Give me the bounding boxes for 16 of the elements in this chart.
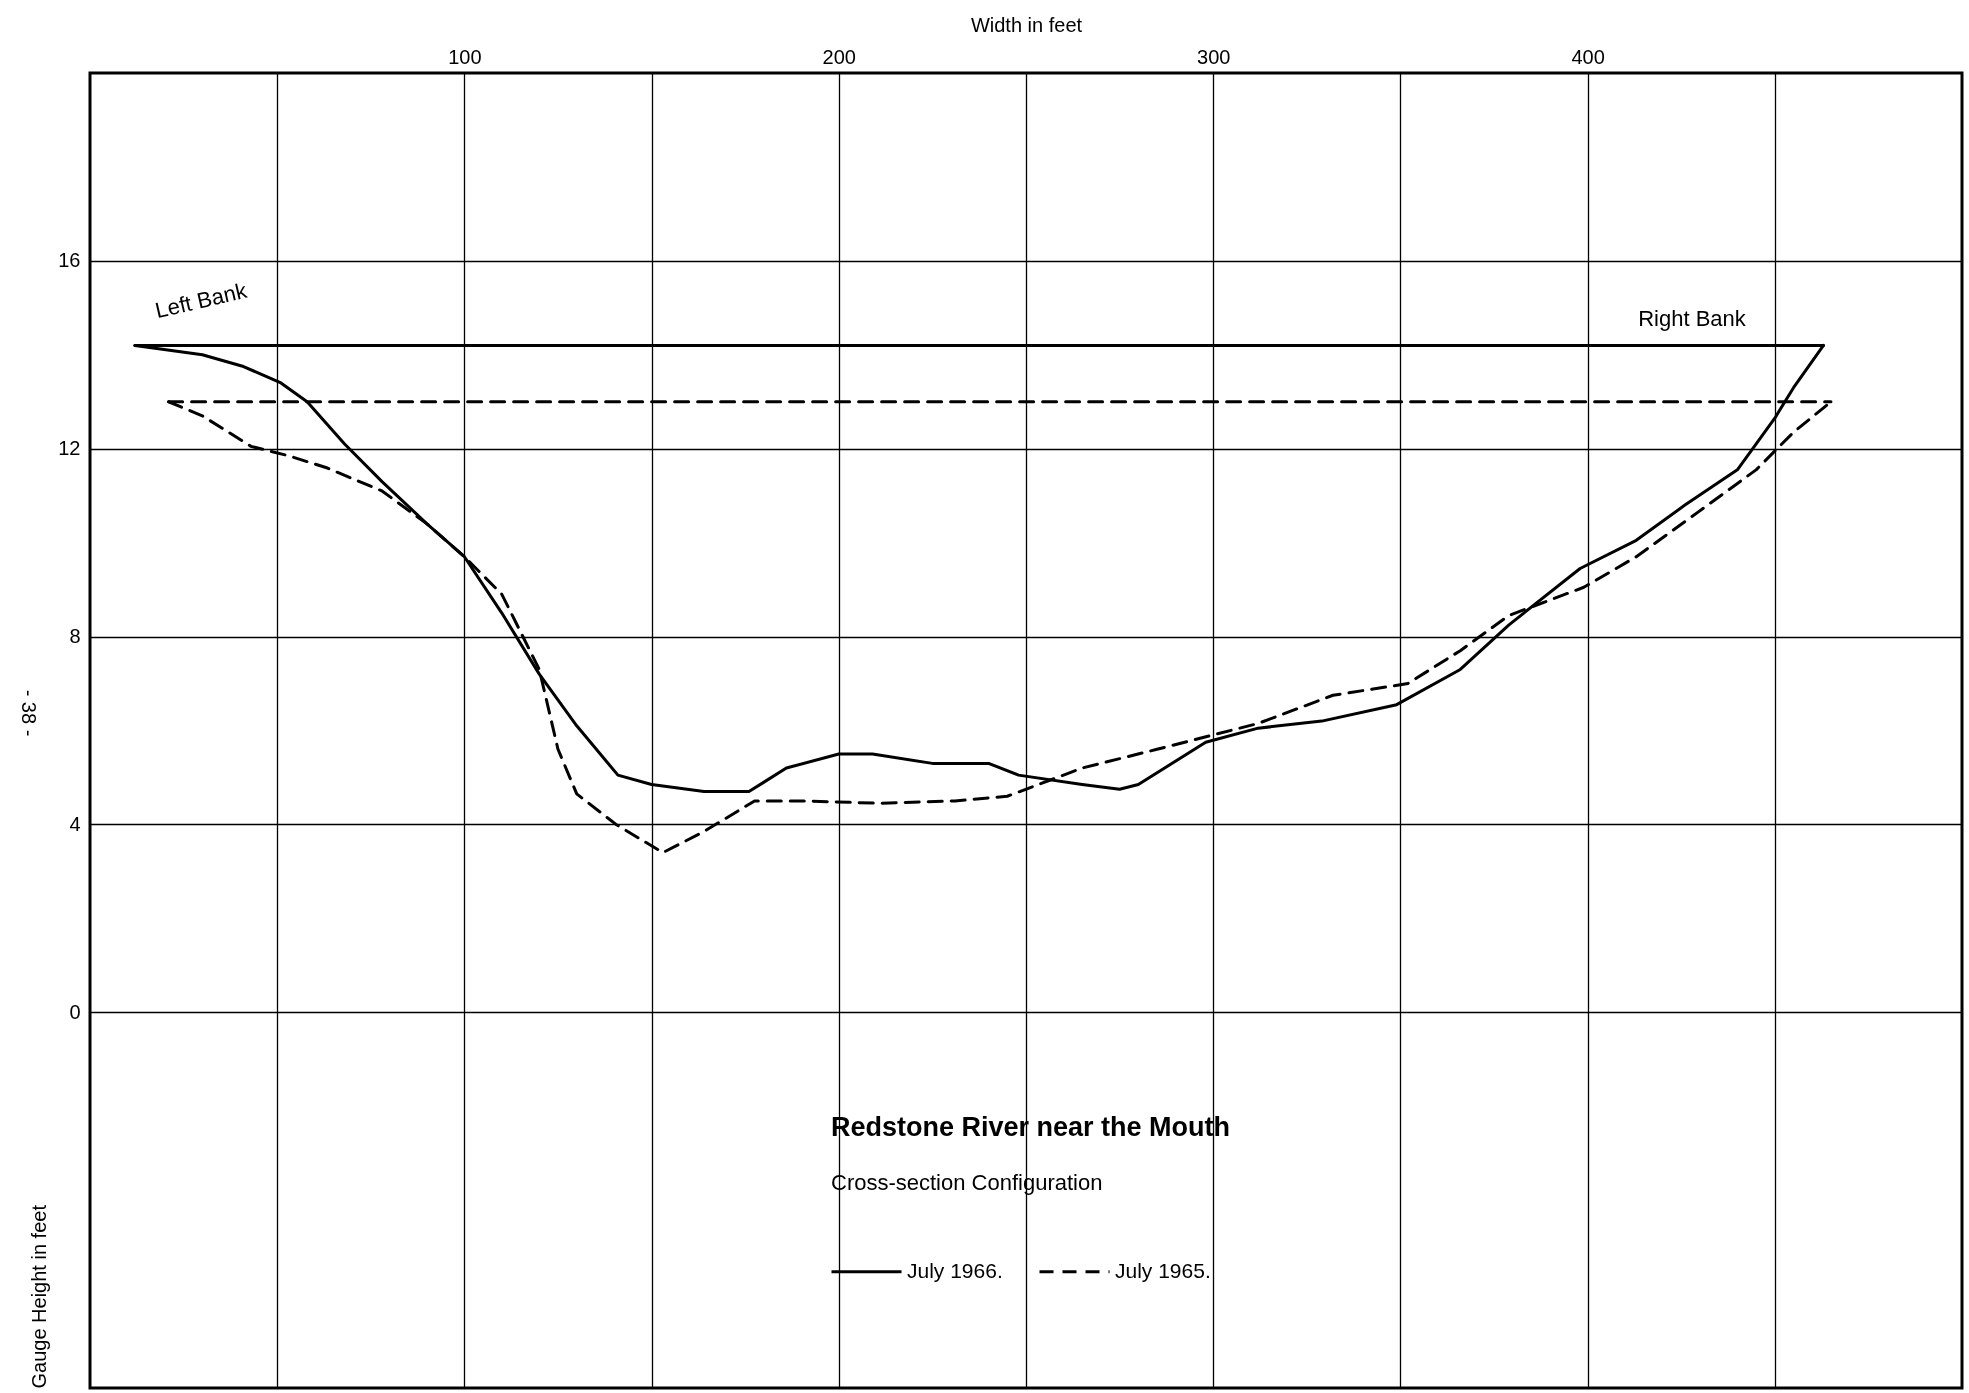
y-axis-title: Gauge Height in feet [28, 1204, 51, 1389]
y-tick-label: 8 [69, 625, 81, 648]
x-axis-title: Width in feet [970, 13, 1083, 36]
legend-label: July 1965. [1115, 1258, 1211, 1282]
x-tick-label: 300 [1197, 45, 1231, 68]
x-tick-label: 100 [448, 45, 482, 68]
annotation: Left Bank [152, 277, 250, 324]
y-tick-label: 4 [69, 812, 81, 835]
y-tick-label: 16 [58, 249, 81, 272]
x-tick-label: 200 [822, 45, 856, 68]
y-tick-label: 12 [58, 437, 81, 460]
text: - 38 - [18, 689, 40, 737]
annotation: Right Bank [1638, 306, 1747, 331]
y-tick-label: 0 [69, 1000, 81, 1023]
legend-label: July 1966. [907, 1258, 1003, 1282]
x-tick-label: 400 [1571, 45, 1605, 68]
